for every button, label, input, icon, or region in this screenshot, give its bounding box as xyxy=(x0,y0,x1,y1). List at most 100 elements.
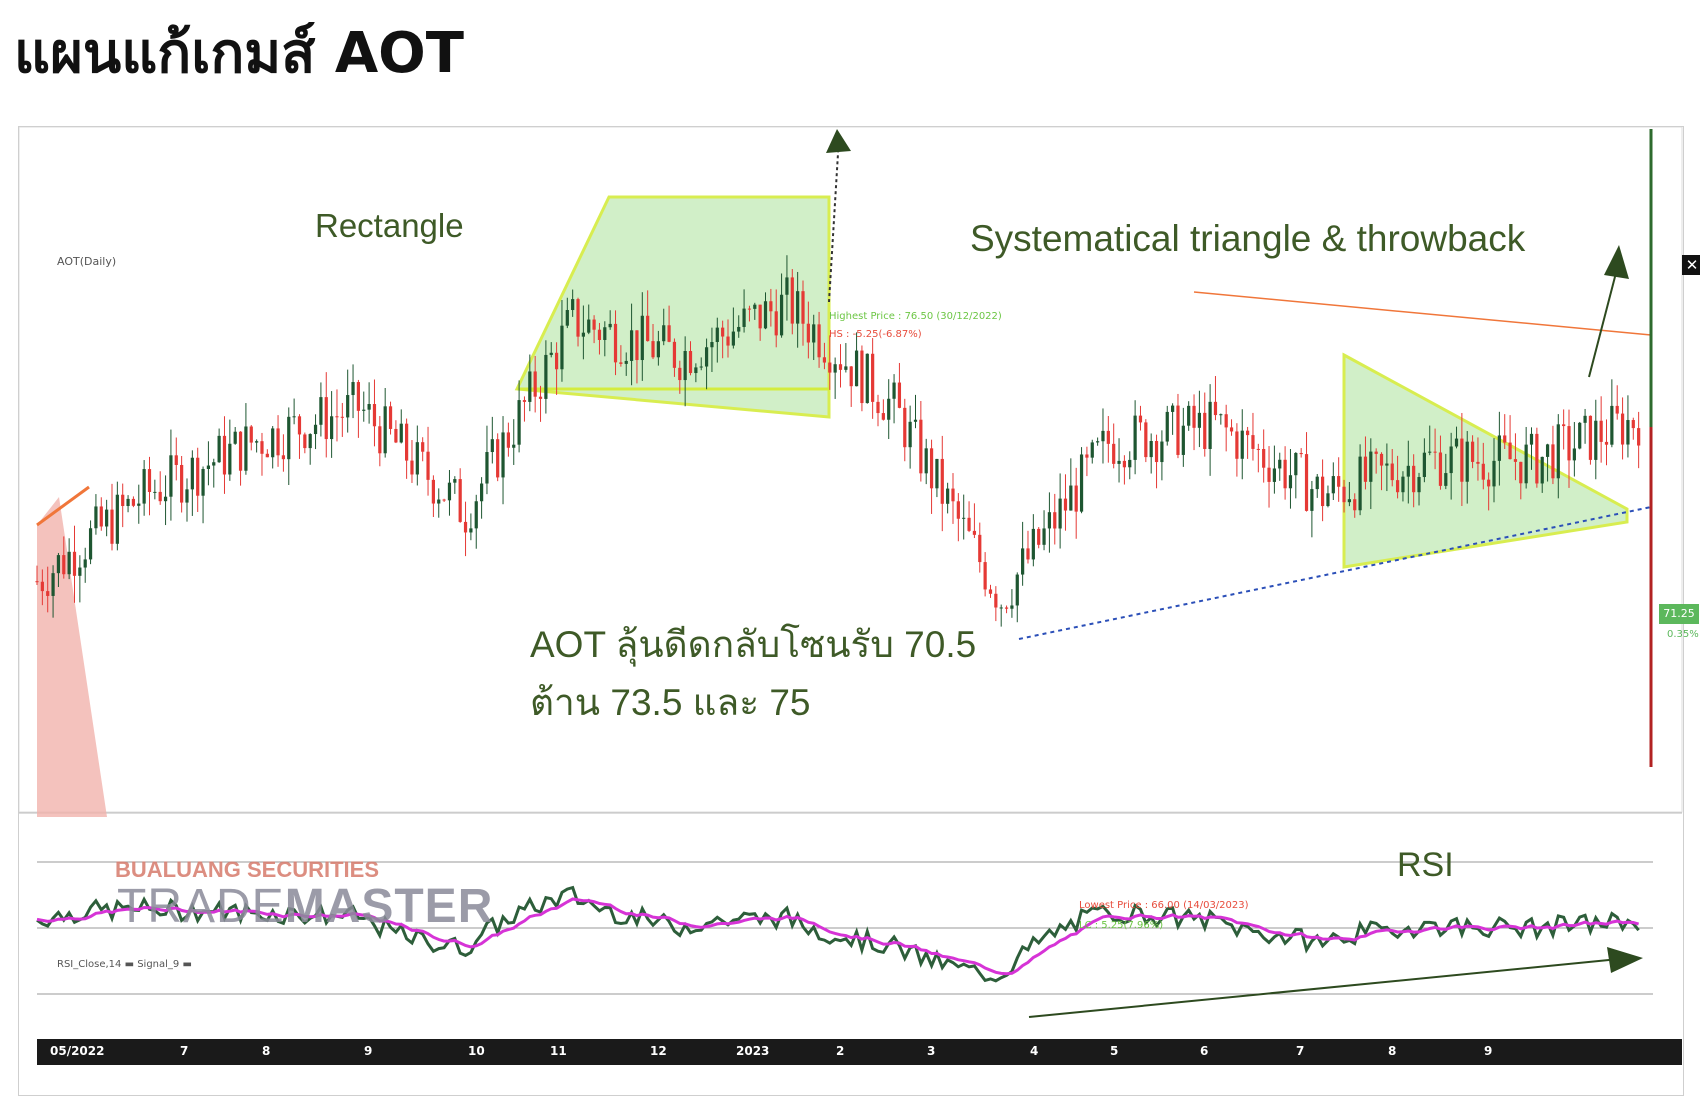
candle-body xyxy=(1224,414,1228,428)
candle-body xyxy=(1620,413,1625,445)
candle-body xyxy=(244,426,248,471)
candle-body xyxy=(1535,433,1539,484)
x-tick-label: 8 xyxy=(1388,1044,1397,1058)
candle-body xyxy=(72,551,77,576)
candle-body xyxy=(587,319,591,333)
candle-body xyxy=(560,325,564,370)
candle-body xyxy=(554,352,559,370)
x-tick-label: 2023 xyxy=(736,1044,770,1058)
candle-body xyxy=(308,434,312,449)
candle-body xyxy=(99,506,103,527)
x-tick-label: 10 xyxy=(468,1044,485,1058)
candle-body xyxy=(753,304,757,309)
annotation-rsi: RSI xyxy=(1397,846,1454,884)
candle-body xyxy=(1540,456,1544,484)
candle-body xyxy=(1444,473,1448,486)
watermark-master: MASTER xyxy=(284,880,494,933)
candle-body xyxy=(854,350,859,387)
candle-body xyxy=(1637,428,1641,446)
candle-body xyxy=(742,308,746,327)
candle-body xyxy=(1187,405,1191,426)
candle-body xyxy=(528,371,532,402)
candle-body xyxy=(324,397,328,440)
candle-body xyxy=(1133,415,1137,460)
candle-body xyxy=(1422,452,1426,478)
x-tick-label: 05/2022 xyxy=(50,1044,105,1058)
candle-body xyxy=(265,453,269,458)
candle-body xyxy=(1042,528,1046,545)
candle-body xyxy=(860,350,864,404)
candle-body xyxy=(876,401,880,414)
candle-body xyxy=(1347,499,1351,503)
candle-body xyxy=(1026,548,1030,560)
candle-body xyxy=(694,367,698,374)
candle-body xyxy=(887,398,891,420)
throwback-arrow-line xyxy=(1588,268,1618,378)
candle-body xyxy=(1278,459,1282,469)
candle-body xyxy=(865,353,869,404)
candle-body xyxy=(715,327,719,343)
candle-body xyxy=(1004,607,1009,609)
candle-body xyxy=(801,291,805,324)
candle-body xyxy=(276,428,280,456)
last-price-tag: 71.25 xyxy=(1659,604,1699,624)
candle-body xyxy=(1106,430,1110,444)
candle-body xyxy=(1171,405,1175,412)
candle-body xyxy=(919,419,923,474)
candle-body xyxy=(512,444,516,448)
candle-body xyxy=(105,509,109,527)
candle-body xyxy=(174,455,178,465)
candle-body xyxy=(40,581,44,592)
candle-body xyxy=(1401,476,1405,493)
throwback-arrow xyxy=(1604,245,1629,279)
candle-body xyxy=(1251,435,1255,449)
candle-body xyxy=(1594,420,1598,460)
candle-body xyxy=(426,451,430,480)
candle-body xyxy=(1454,438,1459,447)
candle-body xyxy=(838,364,843,370)
candle-body xyxy=(774,311,778,336)
candle-body xyxy=(871,353,875,402)
candle-body xyxy=(667,325,671,342)
candle-body xyxy=(576,299,580,337)
candle-body xyxy=(437,499,441,504)
candle-body xyxy=(1567,426,1571,461)
candle-body xyxy=(1149,440,1153,458)
candle-body xyxy=(399,423,403,443)
candle-body xyxy=(78,567,82,576)
candle-body xyxy=(1090,442,1094,458)
candle-body xyxy=(212,462,216,466)
candle-body xyxy=(1465,441,1469,482)
candle-body xyxy=(1508,442,1512,460)
candle-body xyxy=(1304,454,1309,511)
candle-body xyxy=(201,468,205,496)
candle-body xyxy=(1267,467,1271,482)
candle-body xyxy=(656,341,660,358)
x-tick-label: 7 xyxy=(1296,1044,1305,1058)
candle-body xyxy=(313,424,318,435)
candle-body xyxy=(383,406,387,454)
chart-canvas xyxy=(19,127,1683,1065)
candle-body xyxy=(1578,422,1582,449)
candle-body xyxy=(388,406,393,429)
rectangle-pattern xyxy=(514,195,831,419)
candle-body xyxy=(1353,499,1357,511)
candle-body xyxy=(340,416,344,418)
candle-body xyxy=(303,434,307,449)
candle-body xyxy=(1085,454,1089,458)
candle-body xyxy=(913,419,918,422)
candle-body xyxy=(1545,444,1550,457)
candle-body xyxy=(769,301,773,312)
close-icon[interactable]: ✕ xyxy=(1682,255,1700,275)
candle-body xyxy=(967,517,971,531)
time-axis xyxy=(37,1039,1682,1065)
candle-body xyxy=(951,488,955,502)
chart-frame: AOT(Daily) RSI_Close,14 ▬ Signal_9 ▬ Hig… xyxy=(18,126,1700,1096)
candle-body xyxy=(1262,448,1266,468)
candle-body xyxy=(185,489,189,503)
candle-body xyxy=(319,397,323,425)
candle-body xyxy=(892,382,896,399)
x-tick-label: 3 xyxy=(927,1044,936,1058)
candle-body xyxy=(206,465,211,469)
candle-body xyxy=(704,347,709,367)
